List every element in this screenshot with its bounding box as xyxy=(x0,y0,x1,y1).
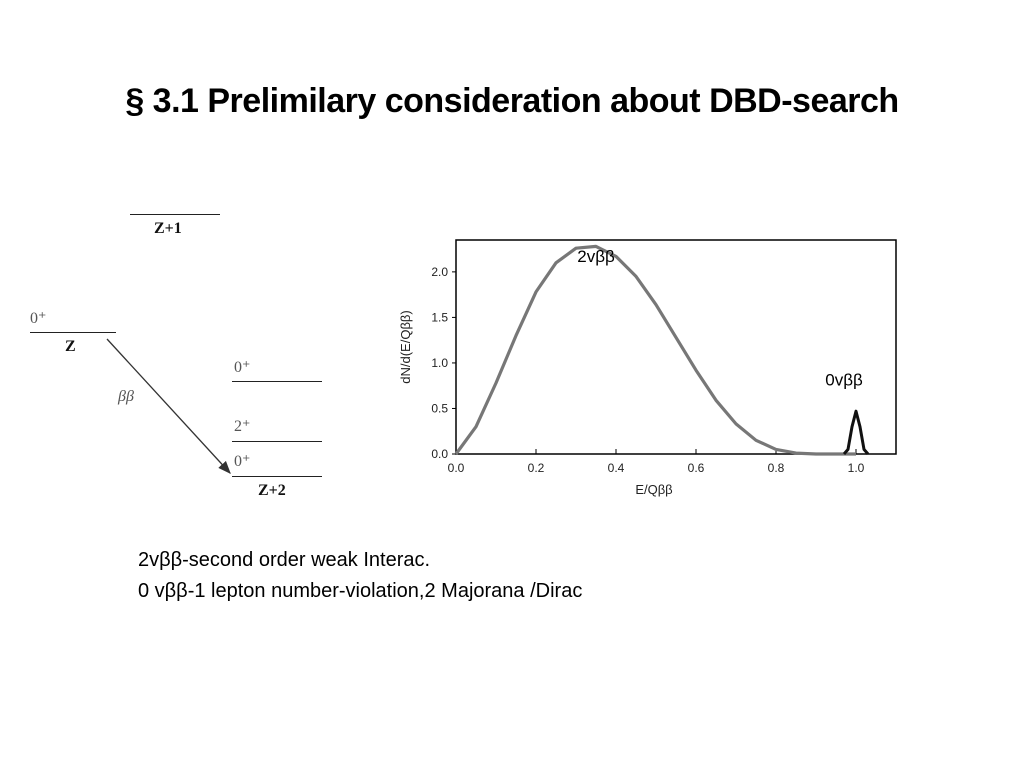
level-z2-upper xyxy=(232,381,322,382)
x-tick-label-2: 0.4 xyxy=(608,461,625,475)
series-label-2vbb: 2vββ xyxy=(577,247,615,266)
x-tick-label-4: 0.8 xyxy=(768,461,785,475)
y-tick-label-0: 0.0 xyxy=(431,447,448,461)
series-line-0 xyxy=(454,244,856,456)
x-tick-label-3: 0.6 xyxy=(688,461,705,475)
x-axis-label: E/Qββ xyxy=(635,482,672,497)
series-label-0vbb: 0vββ xyxy=(825,371,863,390)
x-tick-label-0: 0.0 xyxy=(448,461,465,475)
z-spin-label: 0⁺ xyxy=(30,310,47,327)
y-tick-label-2: 1.0 xyxy=(431,356,448,370)
nucleus-z-plus-1-label: Z+1 xyxy=(154,220,182,237)
series-line-1 xyxy=(842,409,870,455)
plot-frame xyxy=(455,239,897,455)
z2-ground-spin-label: 0⁺ xyxy=(234,453,251,470)
note-line-2: 0 vββ-1 lepton number-violation,2 Majora… xyxy=(138,580,583,602)
slide-title: § 3.1 Prelimilary consideration about DB… xyxy=(125,82,899,120)
level-z xyxy=(30,332,116,333)
y-tick-label-1: 0.5 xyxy=(431,401,448,415)
spectrum-chart: 0.0 0.2 0.4 0.6 0.8 1.0 0.0 0.5 1.0 1.5 2.0 E/Qββ dN… xyxy=(390,230,910,510)
level-z2-ground xyxy=(232,476,322,477)
z2-mid-spin-label: 2⁺ xyxy=(234,418,251,435)
y-tick-label-4: 2.0 xyxy=(431,265,448,279)
nucleus-z-plus-2-label: Z+2 xyxy=(258,482,286,499)
x-tick-label-5: 1.0 xyxy=(848,461,865,475)
level-z-plus-1 xyxy=(130,214,220,215)
level-z2-mid xyxy=(232,441,322,442)
y-axis-label: dN/d(E/Qββ) xyxy=(398,310,413,383)
spectrum-chart-svg: 0.0 0.2 0.4 0.6 0.8 1.0 0.0 0.5 1.0 1.5 2.0 E/Qββ dN… xyxy=(398,239,897,497)
nucleus-z-label: Z xyxy=(65,338,76,355)
transition-label: ββ xyxy=(118,388,134,405)
y-tick-label-3: 1.5 xyxy=(431,310,448,324)
notes: 2vββ-second order weak Interac. 0 vββ-1 … xyxy=(138,545,582,607)
note-line-1: 2vββ-second order weak Interac. xyxy=(138,549,431,571)
z2-upper-spin-label: 0⁺ xyxy=(234,359,251,376)
x-tick-label-1: 0.2 xyxy=(528,461,545,475)
